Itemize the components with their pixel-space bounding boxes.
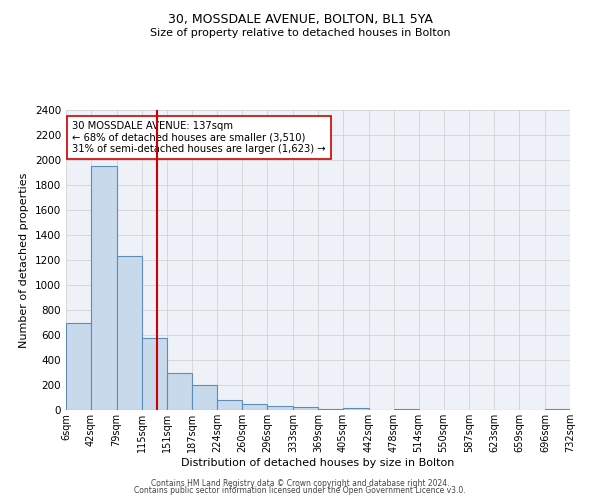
- Bar: [217, 400, 242, 410]
- Bar: [343, 408, 368, 410]
- Text: Contains public sector information licensed under the Open Government Licence v3: Contains public sector information licen…: [134, 486, 466, 495]
- Text: 30 MOSSDALE AVENUE: 137sqm
← 68% of detached houses are smaller (3,510)
31% of s: 30 MOSSDALE AVENUE: 137sqm ← 68% of deta…: [72, 121, 326, 154]
- Text: Size of property relative to detached houses in Bolton: Size of property relative to detached ho…: [149, 28, 451, 38]
- Bar: [66, 322, 91, 410]
- X-axis label: Distribution of detached houses by size in Bolton: Distribution of detached houses by size …: [181, 458, 455, 468]
- Bar: [293, 407, 318, 410]
- Bar: [242, 404, 268, 410]
- Text: 30, MOSSDALE AVENUE, BOLTON, BL1 5YA: 30, MOSSDALE AVENUE, BOLTON, BL1 5YA: [167, 12, 433, 26]
- Y-axis label: Number of detached properties: Number of detached properties: [19, 172, 29, 348]
- Bar: [91, 166, 116, 410]
- Bar: [167, 372, 191, 410]
- Text: Contains HM Land Registry data © Crown copyright and database right 2024.: Contains HM Land Registry data © Crown c…: [151, 478, 449, 488]
- Bar: [142, 338, 167, 410]
- Bar: [116, 256, 142, 410]
- Bar: [268, 406, 293, 410]
- Bar: [191, 385, 217, 410]
